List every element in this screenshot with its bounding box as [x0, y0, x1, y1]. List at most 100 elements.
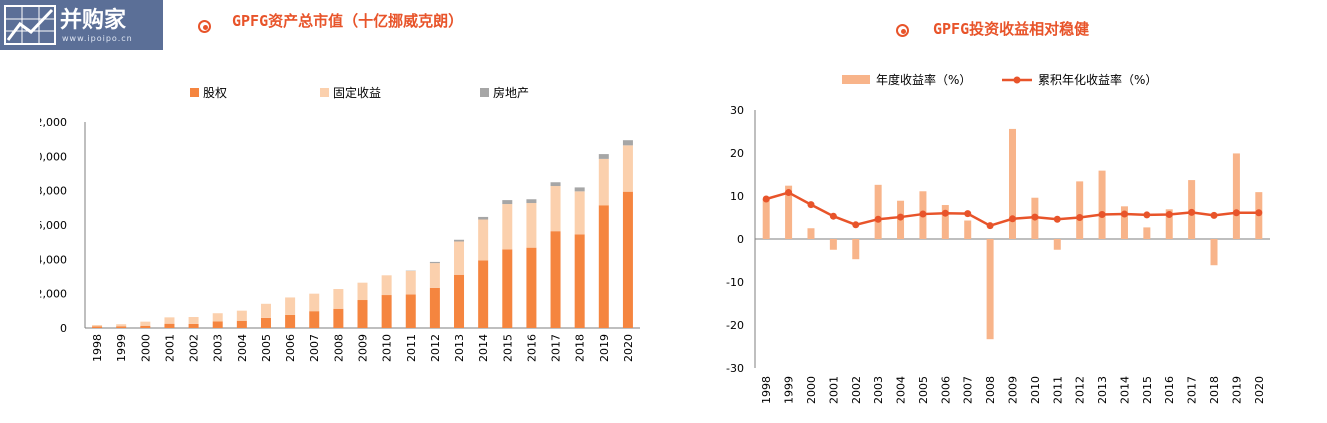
bar-2013-s0 — [454, 274, 465, 328]
point-cumulative-2007 — [964, 210, 972, 218]
x-tick-label: 2012 — [429, 334, 442, 362]
bar-2016-s2 — [526, 199, 537, 204]
x-tick-label: 1998 — [91, 334, 104, 362]
bar-2014-s1 — [478, 219, 489, 261]
x-tick-label: 2003 — [212, 334, 225, 362]
bar-2013-s2 — [454, 239, 465, 242]
x-tick-label: 2009 — [357, 334, 370, 362]
bar-annual-2014 — [1120, 206, 1128, 239]
bar-2012-s0 — [429, 287, 440, 328]
x-tick-label: 2016 — [525, 334, 538, 362]
bar-2012-s1 — [429, 263, 440, 288]
bar-2009-s0 — [357, 300, 368, 328]
bar-2019-s1 — [598, 158, 609, 206]
bar-2013-s1 — [454, 241, 465, 275]
bar-2006-s1 — [285, 297, 296, 315]
x-tick-label: 2007 — [308, 334, 321, 362]
y-tick-label: 12,000 — [40, 116, 67, 129]
bar-2010-s0 — [381, 295, 392, 328]
legend-swatch-2 — [480, 88, 489, 97]
x-tick-label: 2013 — [1096, 376, 1109, 404]
bar-2007-s1 — [309, 293, 320, 312]
bar-1999-s1 — [116, 324, 127, 327]
bar-1998-s0 — [92, 326, 103, 328]
bar-2020-s0 — [622, 191, 633, 328]
point-cumulative-2001 — [829, 212, 837, 220]
bar-2020-s1 — [622, 145, 633, 192]
point-cumulative-2003 — [874, 215, 882, 223]
bar-2001-s0 — [164, 323, 175, 328]
x-tick-label: 2020 — [1253, 376, 1266, 404]
bar-2000-s0 — [140, 325, 151, 328]
bar-1998-s1 — [92, 325, 103, 327]
bar-2010-s1 — [381, 275, 392, 296]
bar-2008-s1 — [333, 289, 344, 309]
bar-1999-s0 — [116, 326, 127, 328]
bar-2007-s0 — [309, 311, 320, 328]
point-cumulative-2015 — [1143, 211, 1151, 219]
x-tick-label: 2007 — [962, 376, 975, 404]
logo-url: www.ipoipo.cn — [62, 34, 133, 43]
point-cumulative-2009 — [1009, 215, 1016, 223]
y-tick-label: -30 — [726, 362, 744, 375]
x-tick-label: 2011 — [405, 334, 418, 362]
x-tick-label: 2002 — [188, 334, 201, 362]
bar-2005-s1 — [260, 303, 271, 318]
x-tick-label: 2000 — [805, 376, 818, 404]
point-cumulative-2018 — [1210, 211, 1218, 219]
x-tick-label: 2010 — [381, 334, 394, 362]
bar-annual-1998 — [762, 199, 770, 239]
point-cumulative-2011 — [1053, 215, 1061, 223]
bar-2016-s1 — [526, 203, 537, 248]
bar-2015-s2 — [502, 200, 513, 205]
x-tick-label: 2016 — [1163, 376, 1176, 404]
x-tick-label: 2006 — [939, 376, 952, 404]
x-tick-label: 2001 — [827, 376, 840, 404]
y-tick-label: 30 — [730, 104, 744, 117]
y-tick-label: 2,000 — [40, 288, 67, 301]
x-tick-label: 2002 — [850, 376, 863, 404]
legend-label-cumulative: 累积年化收益率（%） — [1038, 72, 1157, 87]
point-cumulative-2002 — [852, 221, 860, 229]
bar-2008-s0 — [333, 308, 344, 328]
x-tick-label: 2003 — [872, 376, 885, 404]
bar-2009-s1 — [357, 282, 368, 301]
x-tick-label: 1998 — [760, 376, 773, 404]
legend-label-0: 股权 — [203, 86, 227, 100]
legend-label-2: 房地产 — [493, 85, 529, 100]
bar-2017-s2 — [550, 182, 561, 187]
x-tick-label: 2019 — [598, 334, 611, 362]
x-tick-label: 2006 — [284, 334, 297, 362]
x-tick-label: 2020 — [622, 334, 635, 362]
bar-2018-s2 — [574, 187, 585, 192]
x-tick-label: 2005 — [260, 334, 273, 362]
x-tick-label: 2001 — [163, 334, 176, 362]
x-tick-label: 2008 — [984, 376, 997, 404]
bar-2003-s0 — [212, 321, 223, 328]
point-cumulative-1998 — [762, 195, 770, 203]
bar-annual-2013 — [1098, 170, 1106, 239]
y-tick-label: -10 — [726, 276, 744, 289]
x-tick-label: 2015 — [501, 334, 514, 362]
bar-2019-s0 — [598, 205, 609, 328]
legend-label-annual: 年度收益率（%） — [876, 72, 971, 87]
bar-annual-2019 — [1232, 153, 1240, 239]
bar-annual-2018 — [1210, 239, 1218, 266]
point-cumulative-2004 — [897, 213, 905, 221]
x-tick-label: 2011 — [1051, 376, 1064, 404]
right-chart-title: GPFG投资收益相对稳健 — [933, 20, 1090, 38]
x-tick-label: 2014 — [477, 334, 490, 362]
point-cumulative-1999 — [785, 189, 793, 197]
x-tick-label: 2000 — [139, 334, 152, 362]
point-cumulative-2019 — [1232, 209, 1240, 217]
bar-annual-2000 — [807, 228, 815, 239]
x-tick-label: 2004 — [236, 334, 249, 362]
legend-marker-cumulative — [1013, 76, 1021, 84]
bar-2004-s1 — [236, 310, 247, 321]
bar-2002-s1 — [188, 317, 199, 324]
logo-text: 并购家 — [60, 8, 127, 33]
x-tick-label: 2015 — [1141, 376, 1154, 404]
point-cumulative-2012 — [1076, 214, 1084, 221]
point-cumulative-2000 — [807, 201, 815, 209]
bar-annual-1999 — [785, 185, 793, 239]
